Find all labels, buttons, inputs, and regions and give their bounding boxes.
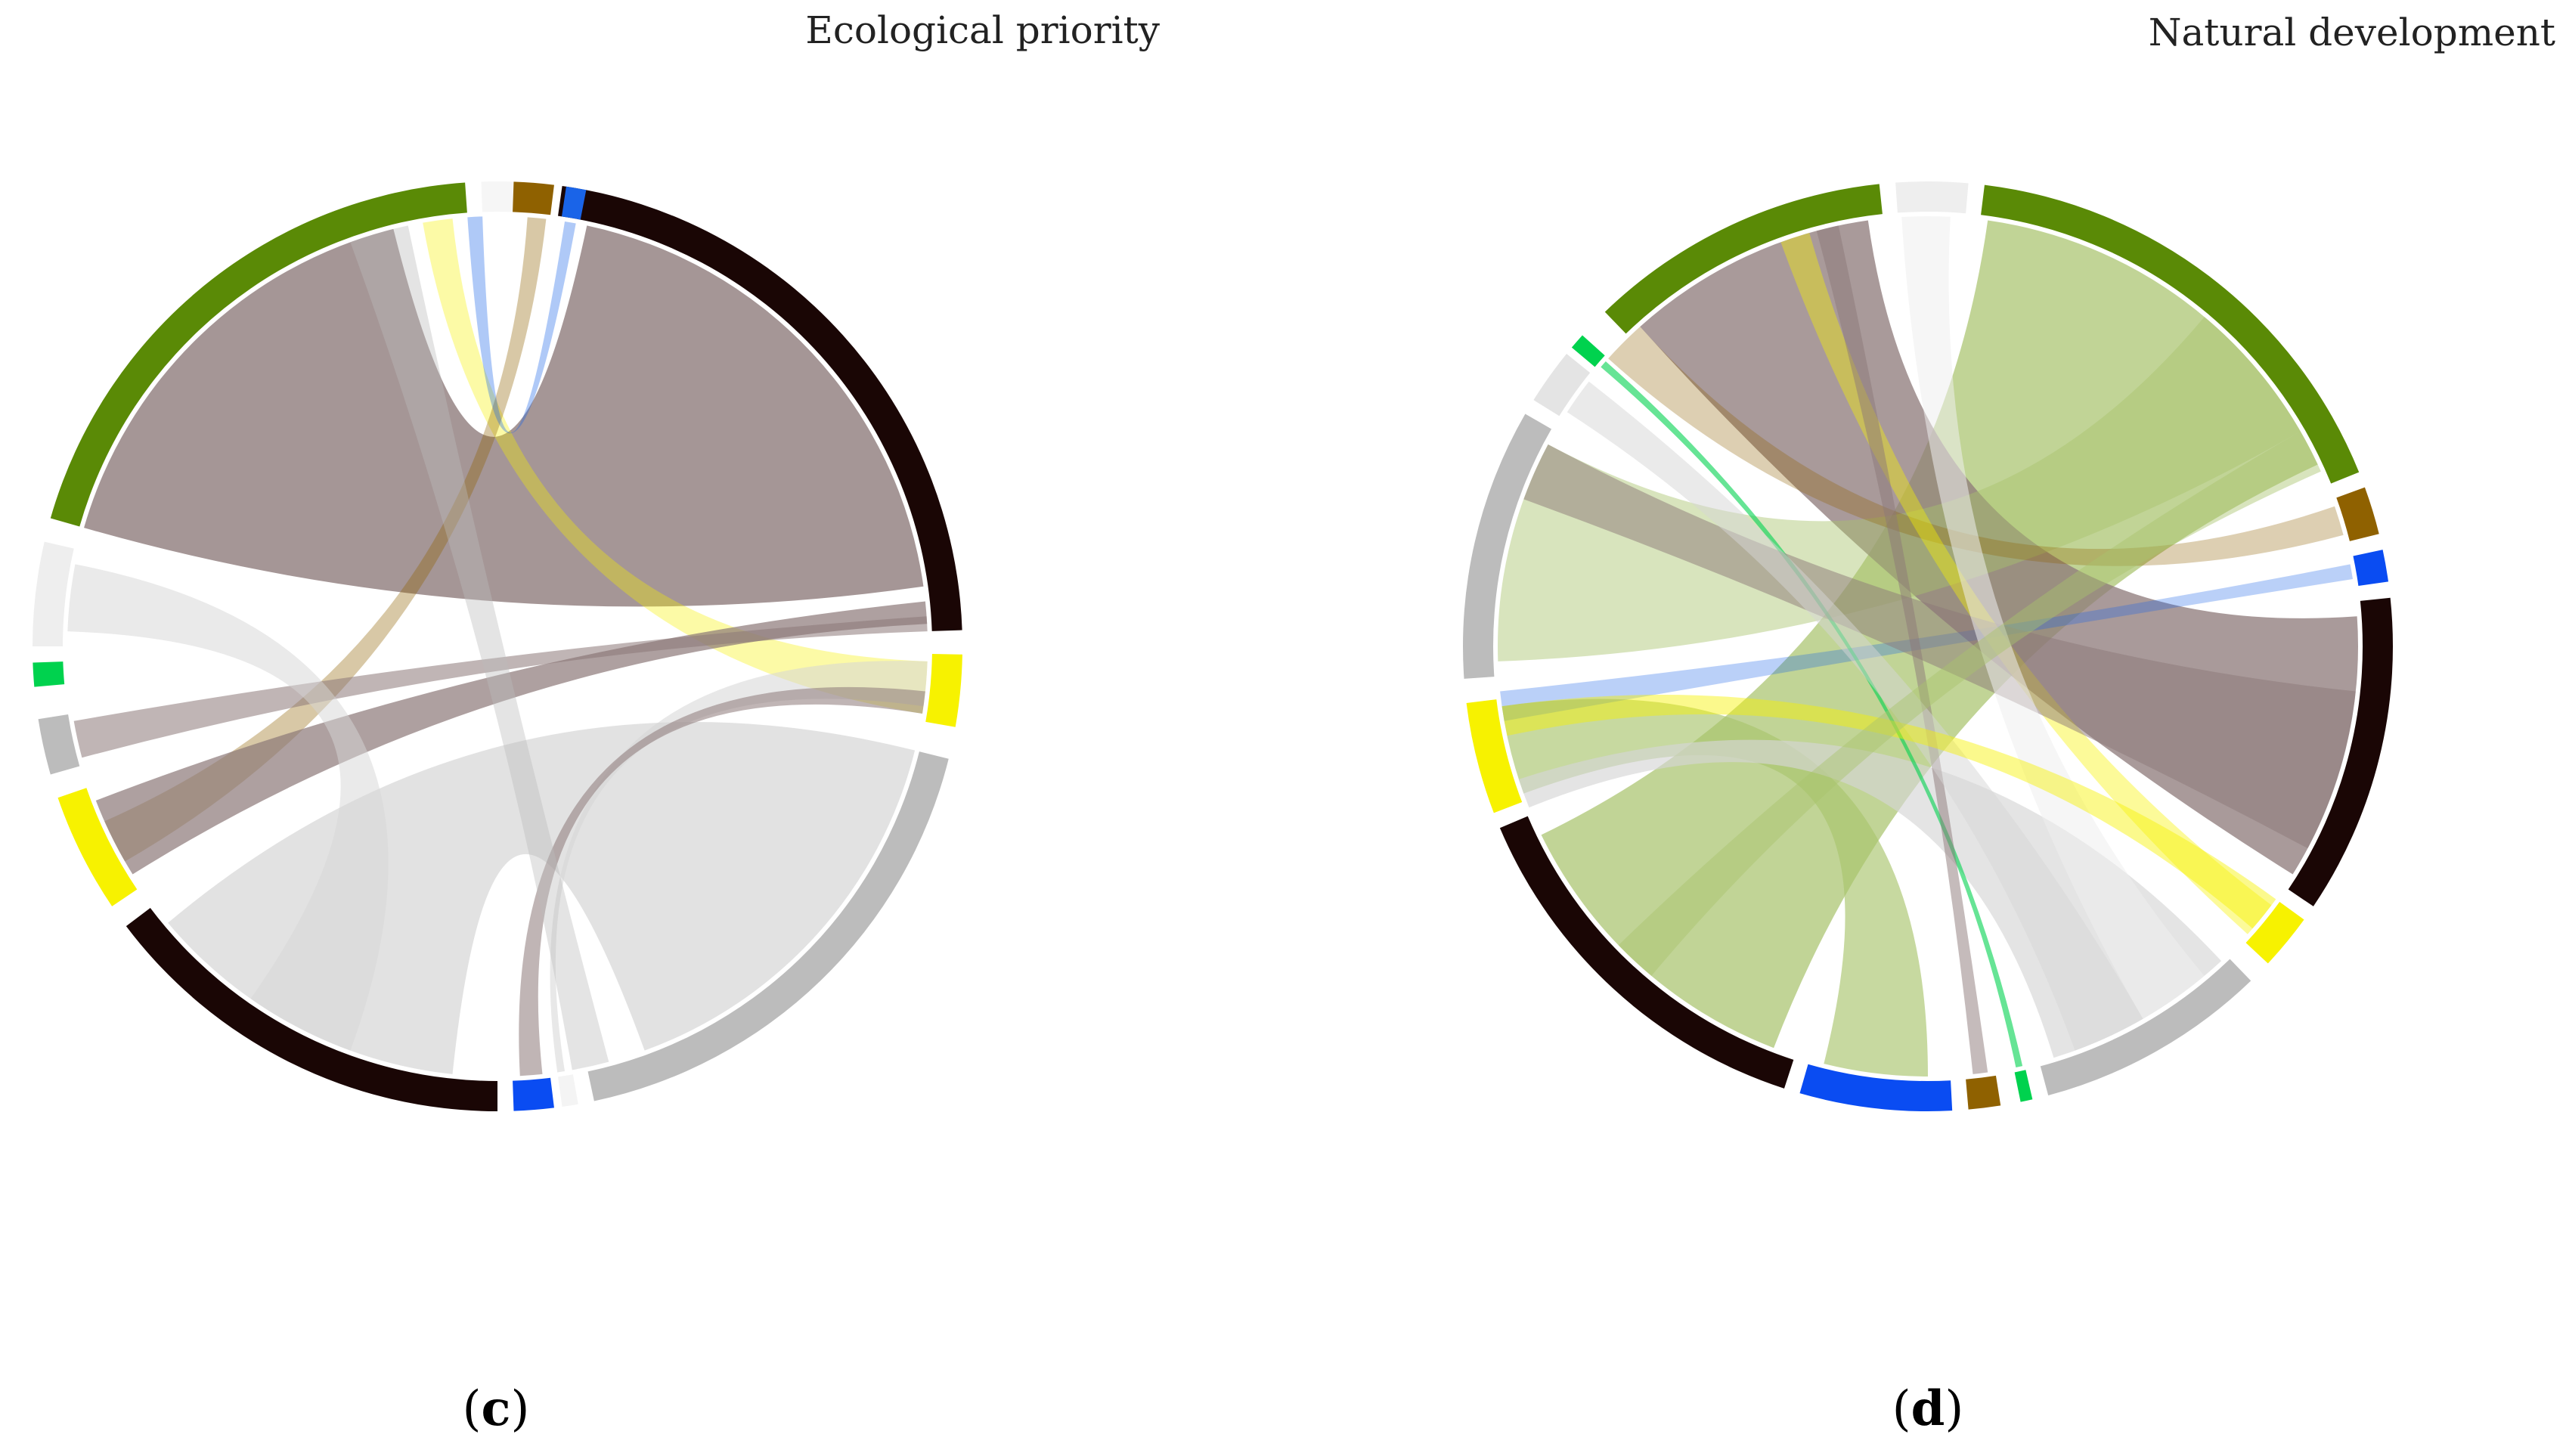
- panel-d-segment-black-2: [1499, 816, 1794, 1089]
- panel-c-segment-black: [558, 185, 962, 631]
- panel-d-label-close: ): [1945, 1381, 1963, 1437]
- panel-d-chords: [1498, 216, 2358, 1077]
- panel-d-title: Natural development: [2149, 11, 2555, 54]
- panel-c-segment-gray-2: [38, 714, 80, 775]
- panel-c-segment-white-top: [481, 181, 514, 212]
- panel-c-segment-brown: [513, 181, 554, 215]
- panel-d-label-letter: d: [1911, 1380, 1945, 1437]
- panel-d-segment-yellow: [2245, 901, 2304, 964]
- panel-d: Natural development (d): [1463, 11, 2555, 1437]
- panel-d-segment-green: [1981, 184, 2360, 484]
- panel-d-chord-10: [1523, 444, 2356, 849]
- panel-d-chord-12: [1901, 216, 2205, 1019]
- panel-c-segment-yellow: [925, 654, 962, 727]
- panel-d-segments: [1463, 181, 2393, 1111]
- panel-c-chord-6: [73, 616, 928, 758]
- panel-c-segment-light-2: [33, 541, 74, 646]
- panel-c-chord-10: [350, 225, 609, 1070]
- panel-d-chord-7: [1780, 233, 2272, 934]
- panel-d-chord-11: [1567, 381, 2143, 1051]
- panel-d-chord-3: [1498, 317, 2301, 661]
- panel-c-title: Ecological priority: [805, 8, 1160, 52]
- panel-d-segment-green-small: [2014, 1070, 2033, 1102]
- panel-c-segment-black-2: [126, 908, 497, 1111]
- panel-c: Ecological priority (c): [33, 8, 1161, 1437]
- panel-d-segment-blue: [2353, 550, 2389, 586]
- panel-c-chord-4: [467, 216, 576, 434]
- panel-c-segment-blue-top: [561, 186, 587, 220]
- panel-d-segment-white-top: [1895, 181, 1969, 214]
- panel-d-segment-green-2: [1604, 184, 1883, 334]
- panel-c-segment-blue-bottom: [513, 1077, 554, 1111]
- panel-c-label-open: (: [463, 1381, 482, 1437]
- panel-c-segment-yellow-2: [57, 788, 138, 906]
- panel-d-label-open: (: [1892, 1381, 1911, 1437]
- panel-d-chord-5: [1608, 327, 2344, 566]
- panel-c-segment-small-white: [558, 1074, 578, 1107]
- panel-d-segment-gray: [2040, 959, 2251, 1096]
- panel-d-chord-2: [1501, 699, 1928, 1077]
- panel-c-segment-green-small: [33, 661, 65, 687]
- panel-c-segments: [33, 181, 962, 1111]
- panel-d-segment-green-tiny: [1571, 335, 1605, 367]
- panel-d-segment-gray-2: [1463, 414, 1552, 679]
- panel-d-segment-brown: [2336, 487, 2379, 541]
- panel-d-segment-gray-light: [1533, 353, 1591, 417]
- panel-c-label: (c): [463, 1380, 530, 1437]
- panel-d-label: (d): [1892, 1380, 1964, 1437]
- panel-c-chords: [67, 216, 928, 1077]
- panel-d-chord-9: [1816, 225, 1988, 1074]
- panel-d-segment-black: [2288, 597, 2393, 906]
- panel-c-label-letter: c: [482, 1380, 511, 1437]
- panel-c-label-close: ): [510, 1381, 529, 1437]
- panel-c-segment-green: [50, 182, 467, 527]
- panel-c-chord-0: [84, 225, 924, 607]
- panel-d-segment-brown-small: [1966, 1075, 2001, 1110]
- panel-d-segment-blue-2: [1799, 1064, 1953, 1111]
- panel-d-segment-yellow-2: [1466, 699, 1523, 813]
- panel-d-chord-14: [1618, 431, 2321, 976]
- panel-c-chord-9: [67, 564, 389, 1051]
- panel-c-segment-gray: [587, 751, 949, 1101]
- panel-d-chord-13: [1501, 695, 2276, 929]
